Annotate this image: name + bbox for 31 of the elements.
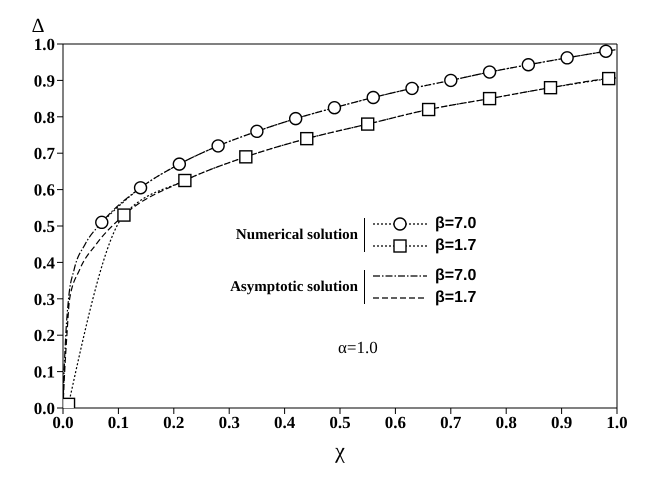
x-axis-title: χ	[334, 438, 346, 463]
x-tick-label: 0.7	[440, 413, 462, 432]
x-tick-label: 0.2	[163, 413, 184, 432]
y-tick-label: 0.1	[34, 362, 55, 382]
y-tick-label: 0.5	[34, 217, 55, 236]
x-tick-label: 0.8	[496, 413, 517, 432]
x-tick-label: 0.0	[52, 413, 74, 432]
y-tick-label: 0.4	[34, 253, 56, 272]
y-tick-label: 0.2	[34, 326, 55, 346]
annotation: Asymptotic solution	[229, 278, 359, 296]
x-tick-label: 0.3	[218, 413, 240, 432]
y-tick-label: 0.0	[34, 399, 55, 418]
x-tick-label: 0.1	[108, 413, 130, 432]
x-tick-label: 1.0	[606, 413, 628, 432]
y-tick-label: 0.9	[34, 71, 55, 90]
annotation: Numerical solution	[234, 226, 359, 244]
y-tick-label: 0.6	[34, 180, 55, 200]
x-tick-label: 0.9	[550, 413, 572, 432]
y-tick-label: 0.8	[34, 108, 55, 127]
legend-label: β=7.0	[435, 215, 476, 233]
legend-label: β=1.7	[435, 289, 476, 307]
x-tick-label: 0.6	[384, 413, 406, 432]
y-tick-label: 0.3	[34, 290, 55, 309]
x-tick-label: 0.5	[329, 413, 351, 432]
legend-label: β=1.7	[435, 237, 476, 255]
legend-label: β=7.0	[435, 267, 476, 285]
y-axis-title: Δ	[32, 15, 45, 37]
x-tick-label: 0.4	[274, 413, 296, 432]
y-tick-label: 1.0	[34, 35, 55, 54]
annotation: α=1.0	[338, 338, 378, 358]
y-tick-label: 0.7	[34, 144, 56, 164]
